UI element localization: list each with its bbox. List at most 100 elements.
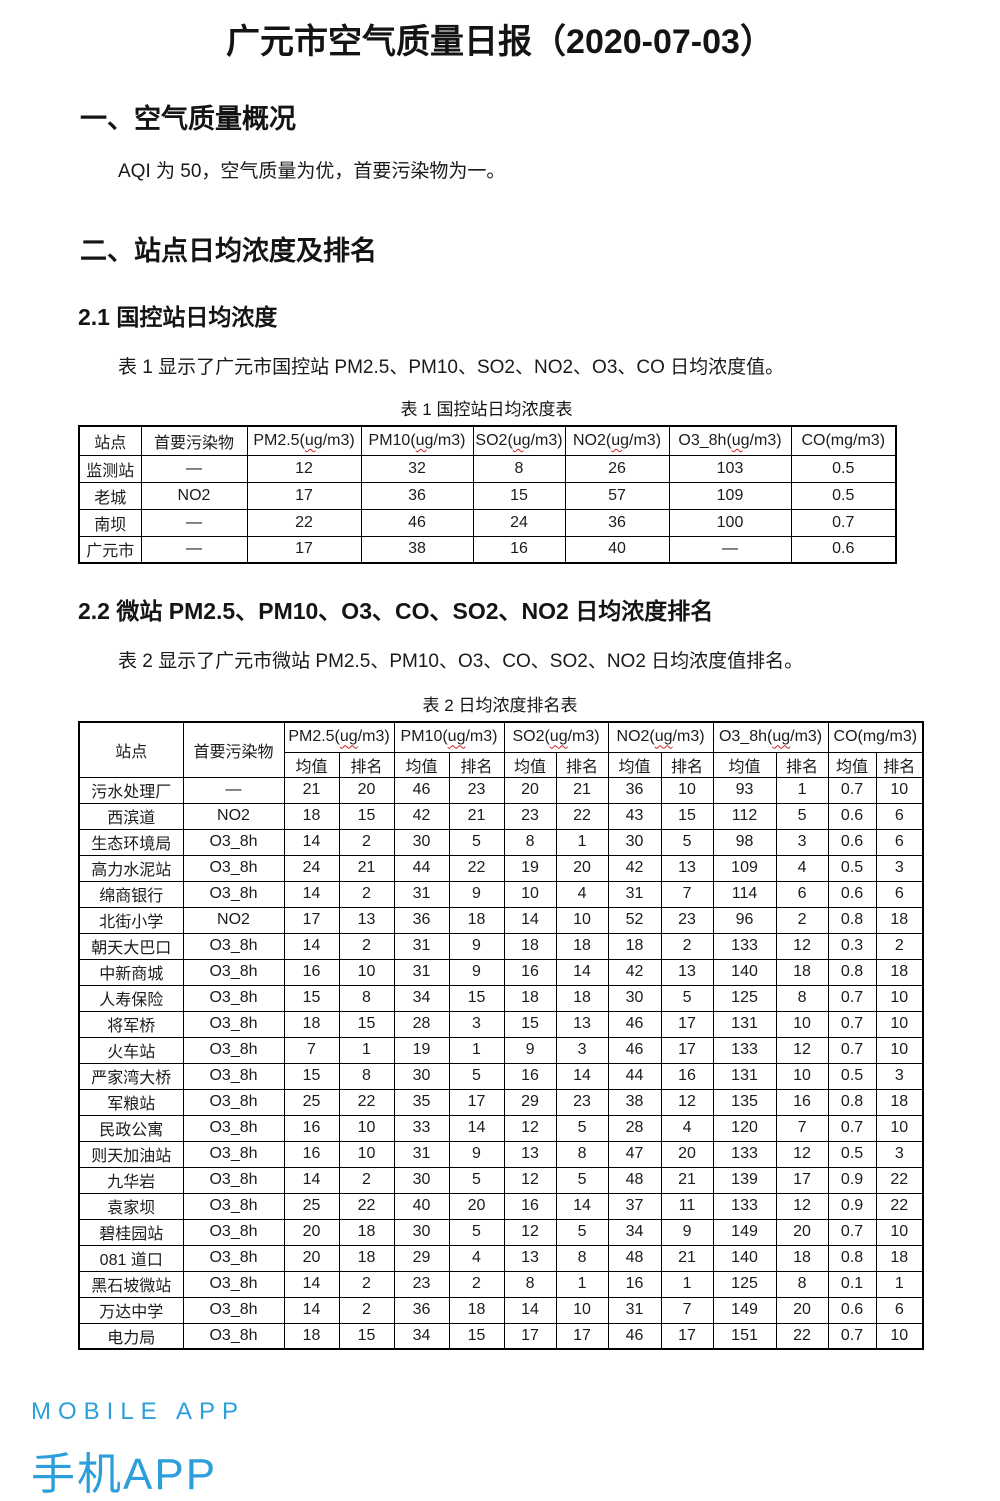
mean-value-cell: 98 <box>712 828 777 856</box>
mean-value-cell: 14 <box>283 880 340 908</box>
mean-value-cell: 0.9 <box>827 1166 877 1194</box>
mean-value-cell: 19 <box>393 1036 450 1064</box>
primary-pollutant-cell: O3_8h <box>182 854 285 882</box>
table1-header-cell: PM10(ug/m3) <box>360 425 474 456</box>
station-cell: 绵商银行 <box>78 880 184 908</box>
rank-value-cell: 15 <box>338 1010 395 1038</box>
mean-value-cell: 131 <box>712 1010 777 1038</box>
mean-value-cell: 16 <box>503 1062 557 1090</box>
primary-pollutant-cell: O3_8h <box>182 1322 285 1350</box>
rank-value-cell: 13 <box>660 958 714 986</box>
mean-value-cell: 0.6 <box>827 802 877 830</box>
rank-value-cell: 21 <box>555 776 609 804</box>
rank-value-cell: 15 <box>338 1322 395 1350</box>
primary-pollutant-cell: O3_8h <box>182 1270 285 1298</box>
mean-value-cell: 20 <box>283 1244 340 1272</box>
mean-value-cell: 0.7 <box>827 1218 877 1246</box>
rank-value-cell: 11 <box>660 1192 714 1220</box>
primary-pollutant-cell: O3_8h <box>182 1218 285 1246</box>
mean-value-cell: 34 <box>393 984 450 1012</box>
section-2-2-heading: 2.2 微站 PM2.5、PM10、O3、CO、SO2、NO2 日均浓度排名 <box>78 598 714 624</box>
mean-value-cell: 151 <box>712 1322 777 1350</box>
mean-value-cell: 40 <box>393 1192 450 1220</box>
rank-value-cell: 4 <box>448 1244 505 1272</box>
page-title: 广元市空气质量日报（2020-07-03） <box>226 23 774 61</box>
rank-value-cell: 13 <box>660 854 714 882</box>
rank-value-cell: 14 <box>448 1114 505 1142</box>
primary-pollutant-cell: — <box>140 535 248 564</box>
mean-value-cell: 139 <box>712 1166 777 1194</box>
table2-data-row: 万达中学 O3_8h 14 2 36 18 14 10 31 7 149 20 0.6 6 <box>78 1296 924 1324</box>
rank-value-cell: 7 <box>660 1296 714 1324</box>
table2-pollutant-header: CO(mg/m3) <box>827 721 924 753</box>
section-1-body: AQI 为 50，空气质量为优，首要污染物为一。 <box>118 161 506 182</box>
rank-value-cell: 10 <box>875 776 924 804</box>
rank-value-cell: 9 <box>448 932 505 960</box>
mean-value-cell: 42 <box>607 854 662 882</box>
primary-pollutant-cell: O3_8h <box>182 1088 285 1116</box>
primary-pollutant-cell: — <box>140 508 248 537</box>
mean-subheader: 均值 <box>827 751 877 778</box>
rank-value-cell: 20 <box>448 1192 505 1220</box>
primary-pollutant-cell: NO2 <box>182 906 285 934</box>
rank-value-cell: 8 <box>775 984 829 1012</box>
mean-value-cell: 0.5 <box>827 1140 877 1168</box>
table2-pollutant-header: SO2(ug/m3) <box>503 721 609 753</box>
mean-value-cell: 20 <box>283 1218 340 1246</box>
rank-value-cell: 21 <box>660 1166 714 1194</box>
value-cell: 26 <box>564 454 670 483</box>
table2-data-row: 中新商城 O3_8h 16 10 31 9 16 14 42 13 140 18 0.8 18 <box>78 958 924 986</box>
table1-data-row: 广元市 —17 38 16 40—0.6 <box>78 535 897 564</box>
rank-value-cell: 8 <box>555 1140 609 1168</box>
table1-header-cell: SO2(ug/m3) <box>472 425 566 456</box>
mean-value-cell: 18 <box>503 932 557 960</box>
station-cell: 将军桥 <box>78 1010 184 1038</box>
value-cell: 32 <box>360 454 474 483</box>
value-cell: 100 <box>668 508 792 537</box>
rank-value-cell: 12 <box>775 932 829 960</box>
primary-pollutant-cell: O3_8h <box>182 1244 285 1272</box>
mean-value-cell: 14 <box>503 1296 557 1324</box>
rank-value-cell: 2 <box>448 1270 505 1298</box>
mean-value-cell: 17 <box>283 906 340 934</box>
mean-value-cell: 14 <box>503 906 557 934</box>
station-cell: 严家湾大桥 <box>78 1062 184 1090</box>
rank-value-cell: 15 <box>448 984 505 1012</box>
mean-value-cell: 14 <box>283 932 340 960</box>
mean-value-cell: 0.3 <box>827 932 877 960</box>
mean-value-cell: 19 <box>503 854 557 882</box>
mean-value-cell: 33 <box>393 1114 450 1142</box>
mean-value-cell: 15 <box>283 1062 340 1090</box>
station-cell: 南坝 <box>78 508 142 537</box>
rank-value-cell: 3 <box>448 1010 505 1038</box>
value-cell: 103 <box>668 454 792 483</box>
rank-value-cell: 9 <box>448 1140 505 1168</box>
rank-value-cell: 10 <box>555 1296 609 1324</box>
mean-value-cell: 46 <box>607 1010 662 1038</box>
rank-value-cell: 17 <box>555 1322 609 1350</box>
mean-value-cell: 17 <box>503 1322 557 1350</box>
rank-value-cell: 1 <box>448 1036 505 1064</box>
rank-value-cell: 5 <box>555 1114 609 1142</box>
mean-value-cell: 8 <box>503 828 557 856</box>
rank-value-cell: 17 <box>775 1166 829 1194</box>
table2-data-row: 污水处理厂 —21 20 46 23 20 21 36 10 93 1 0.7 10 <box>78 776 924 804</box>
rank-value-cell: 23 <box>448 776 505 804</box>
section-1-heading: 一、空气质量概况 <box>80 104 296 134</box>
rank-value-cell: 5 <box>775 802 829 830</box>
table1-header-row: 站点 首要污染物 PM2.5(ug/m3) PM10(ug/m3) SO2(ug/m3)… <box>78 425 897 456</box>
rank-value-cell: 10 <box>338 958 395 986</box>
rank-value-cell: 18 <box>875 1244 924 1272</box>
rank-value-cell: 18 <box>775 1244 829 1272</box>
rank-value-cell: 4 <box>555 880 609 908</box>
mean-value-cell: 16 <box>503 958 557 986</box>
section-2-2-body: 表 2 显示了广元市微站 PM2.5、PM10、O3、CO、SO2、NO2 日均… <box>118 651 804 672</box>
mean-value-cell: 8 <box>503 1270 557 1298</box>
table2-pollutant-header: PM10(ug/m3) <box>393 721 505 753</box>
rank-value-cell: 3 <box>875 854 924 882</box>
table1-body: 站点 首要污染物 PM2.5(ug/m3) PM10(ug/m3) SO2(ug/m3)… <box>78 425 897 564</box>
rank-value-cell: 8 <box>775 1270 829 1298</box>
rank-value-cell: 5 <box>555 1218 609 1246</box>
section-2-1-body: 表 1 显示了广元市国控站 PM2.5、PM10、SO2、NO2、O3、CO 日… <box>118 357 785 378</box>
primary-pollutant-cell: O3_8h <box>182 1296 285 1324</box>
